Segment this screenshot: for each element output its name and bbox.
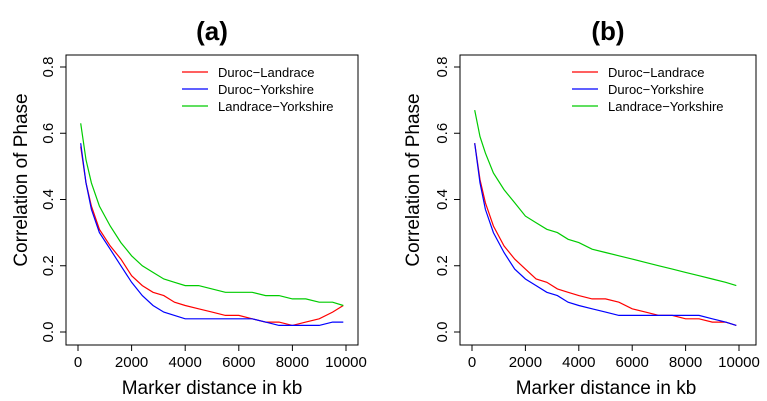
x-tick-label: 2000 bbox=[509, 354, 542, 371]
legend-label: Landrace−Yorkshire bbox=[608, 99, 724, 114]
panel-title: (b) bbox=[591, 16, 624, 46]
x-tick-label: 0 bbox=[468, 354, 476, 371]
x-tick-label: 10000 bbox=[325, 354, 367, 371]
chart-panel-a: (a) 0.0 0.2 0.4 0.6 0.8 0 2000 4000 6000 8000 100… bbox=[11, 16, 367, 399]
x-tick-label: 8000 bbox=[276, 354, 309, 371]
x-tick-label: 4000 bbox=[562, 354, 595, 371]
y-tick-label: 0.6 bbox=[40, 123, 57, 144]
legend-label: Duroc−Landrace bbox=[218, 65, 314, 80]
x-axis-label: Marker distance in kb bbox=[516, 378, 697, 399]
legend-label: Duroc−Landrace bbox=[608, 65, 704, 80]
y-tick-label: 0.4 bbox=[434, 189, 451, 210]
series-line-2 bbox=[474, 143, 737, 326]
x-tick-label: 0 bbox=[74, 354, 82, 371]
panel-title: (a) bbox=[196, 16, 228, 46]
y-tick-label: 0.0 bbox=[40, 322, 57, 343]
x-tick-label: 8000 bbox=[669, 354, 702, 371]
y-tick-label: 0.2 bbox=[434, 255, 451, 276]
y-tick-label: 0.8 bbox=[434, 57, 451, 78]
legend-label: Duroc−Yorkshire bbox=[218, 82, 314, 97]
legend-label: Duroc−Yorkshire bbox=[608, 82, 704, 97]
series-line-3 bbox=[80, 123, 344, 307]
x-axis-label: Marker distance in kb bbox=[122, 378, 303, 399]
x-tick-label: 6000 bbox=[222, 354, 255, 371]
chart-panel-b: (b) 0.0 0.2 0.4 0.6 0.8 0 2000 4000 6000 8000 100… bbox=[403, 16, 760, 399]
x-tick-label: 6000 bbox=[616, 354, 649, 371]
y-tick-label: 0.0 bbox=[434, 322, 451, 343]
y-tick-label: 0.6 bbox=[434, 123, 451, 144]
y-tick-label: 0.4 bbox=[40, 189, 57, 210]
series-line-1 bbox=[474, 143, 737, 326]
legend-label: Landrace−Yorkshire bbox=[218, 99, 334, 114]
x-tick-label: 2000 bbox=[115, 354, 148, 371]
series-line-2 bbox=[80, 143, 344, 326]
series-line-3 bbox=[474, 109, 737, 287]
y-tick-label: 0.2 bbox=[40, 255, 57, 276]
y-tick-label: 0.8 bbox=[40, 57, 57, 78]
y-axis-label: Correlation of Phase bbox=[403, 93, 424, 266]
y-axis-label: Correlation of Phase bbox=[11, 93, 32, 266]
x-tick-label: 4000 bbox=[169, 354, 202, 371]
x-tick-label: 10000 bbox=[718, 354, 760, 371]
